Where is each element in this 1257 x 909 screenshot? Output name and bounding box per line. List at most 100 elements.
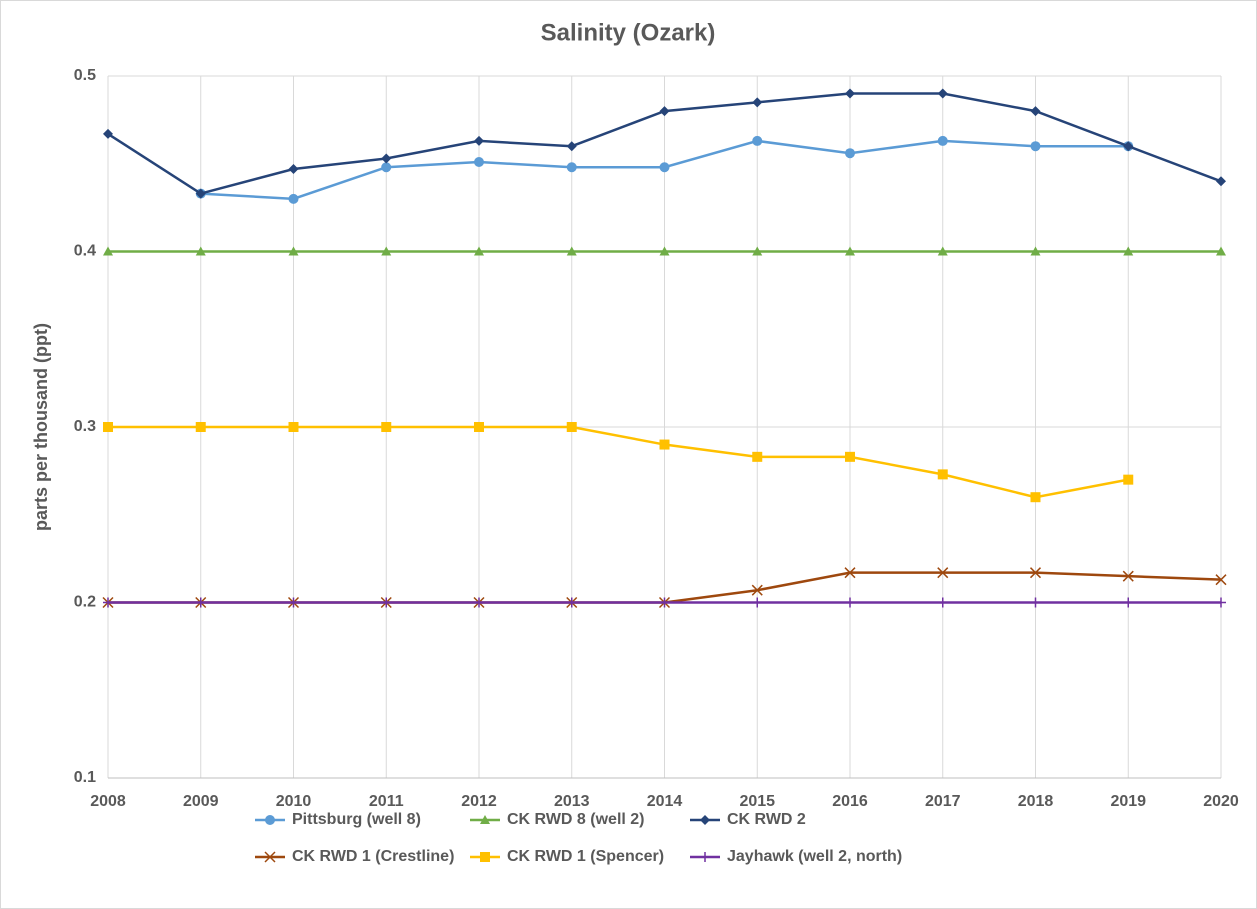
data-point	[1030, 106, 1041, 117]
y-axis-label: parts per thousand (ppt)	[31, 323, 51, 531]
data-point	[845, 148, 855, 159]
data-point	[937, 469, 948, 480]
data-point	[195, 422, 206, 432]
legend-label: Jayhawk (well 2, north)	[727, 848, 902, 865]
data-point	[103, 422, 113, 432]
data-point	[659, 162, 670, 173]
x-tick-label: 2012	[461, 793, 497, 810]
legend-marker	[264, 851, 276, 863]
data-point	[288, 422, 299, 432]
data-point	[195, 597, 206, 608]
data-point	[752, 597, 763, 608]
x-tick-label: 2011	[369, 793, 404, 810]
data-point	[381, 422, 392, 432]
data-point	[844, 567, 856, 579]
data-point	[1216, 176, 1226, 187]
data-point	[659, 246, 670, 256]
data-point	[195, 246, 206, 256]
data-point	[1123, 474, 1134, 485]
legend-marker	[700, 852, 710, 862]
data-point	[845, 451, 855, 462]
data-point	[1215, 574, 1227, 586]
data-point	[845, 597, 855, 608]
data-point	[659, 439, 670, 450]
data-point	[288, 597, 299, 608]
y-tick-label: 0.3	[74, 418, 96, 435]
legend-marker	[480, 815, 490, 824]
data-point	[1216, 246, 1226, 256]
y-tick-label: 0.2	[74, 594, 96, 611]
y-tick-label: 0.1	[74, 769, 96, 786]
x-tick-label: 2013	[554, 793, 590, 810]
data-point	[937, 597, 948, 608]
data-point	[288, 246, 299, 256]
data-point	[752, 97, 763, 108]
data-point	[752, 135, 763, 146]
data-point	[1123, 246, 1134, 256]
data-point	[1029, 567, 1042, 579]
data-point	[751, 584, 763, 596]
series-line	[108, 425, 1129, 499]
y-tick-label: 0.4	[74, 243, 96, 260]
data-point	[474, 135, 484, 146]
data-point	[659, 597, 670, 608]
data-point	[566, 246, 577, 256]
data-point	[845, 88, 855, 99]
data-point	[1030, 141, 1041, 152]
legend-label: CK RWD 2	[727, 811, 806, 828]
x-tick-label: 2019	[1110, 793, 1146, 810]
data-point	[1123, 141, 1134, 152]
x-tick-label: 2020	[1203, 793, 1239, 810]
y-tick-label: 0.5	[74, 67, 96, 84]
legend-label: Pittsburg (well 8)	[292, 811, 421, 828]
data-point	[195, 188, 206, 199]
data-point	[288, 164, 299, 175]
data-point	[1030, 492, 1041, 503]
data-point	[474, 422, 484, 432]
data-point	[1123, 597, 1134, 608]
data-point	[1216, 597, 1226, 608]
data-point	[474, 156, 484, 167]
legend-marker	[480, 852, 490, 862]
data-point	[937, 135, 948, 146]
data-point	[659, 106, 670, 117]
x-tick-label: 2018	[1018, 793, 1054, 810]
data-point	[474, 246, 484, 256]
data-point	[103, 246, 113, 256]
x-tick-label: 2009	[183, 793, 219, 810]
x-tick-label: 2014	[647, 793, 683, 810]
data-point	[566, 162, 577, 173]
data-point	[937, 246, 948, 256]
data-point	[1030, 597, 1041, 608]
data-point	[845, 246, 855, 256]
legend-label: CK RWD 8 (well 2)	[507, 811, 645, 828]
data-point	[937, 88, 948, 99]
data-point	[566, 597, 577, 608]
x-tick-label: 2008	[90, 793, 126, 810]
legend-label: CK RWD 1 (Spencer)	[507, 848, 664, 865]
data-point	[381, 597, 392, 608]
data-point	[566, 141, 577, 152]
legend-marker	[265, 815, 275, 825]
data-point	[752, 451, 763, 462]
legend-label: CK RWD 1 (Crestline)	[292, 848, 454, 865]
data-point	[381, 246, 392, 256]
data-point	[937, 567, 949, 579]
data-point	[381, 153, 392, 164]
data-point	[381, 162, 392, 173]
data-point	[752, 246, 763, 256]
x-tick-label: 2016	[832, 793, 868, 810]
data-point	[1122, 570, 1134, 582]
data-point	[103, 597, 113, 608]
data-point	[566, 422, 577, 432]
x-tick-label: 2017	[925, 793, 961, 810]
legend-marker	[700, 815, 710, 825]
chart-title: Salinity (Ozark)	[541, 19, 716, 46]
x-tick-label: 2015	[739, 793, 775, 810]
data-point	[1030, 246, 1041, 256]
data-point	[103, 128, 113, 139]
data-point	[474, 597, 484, 608]
data-point	[288, 193, 299, 204]
